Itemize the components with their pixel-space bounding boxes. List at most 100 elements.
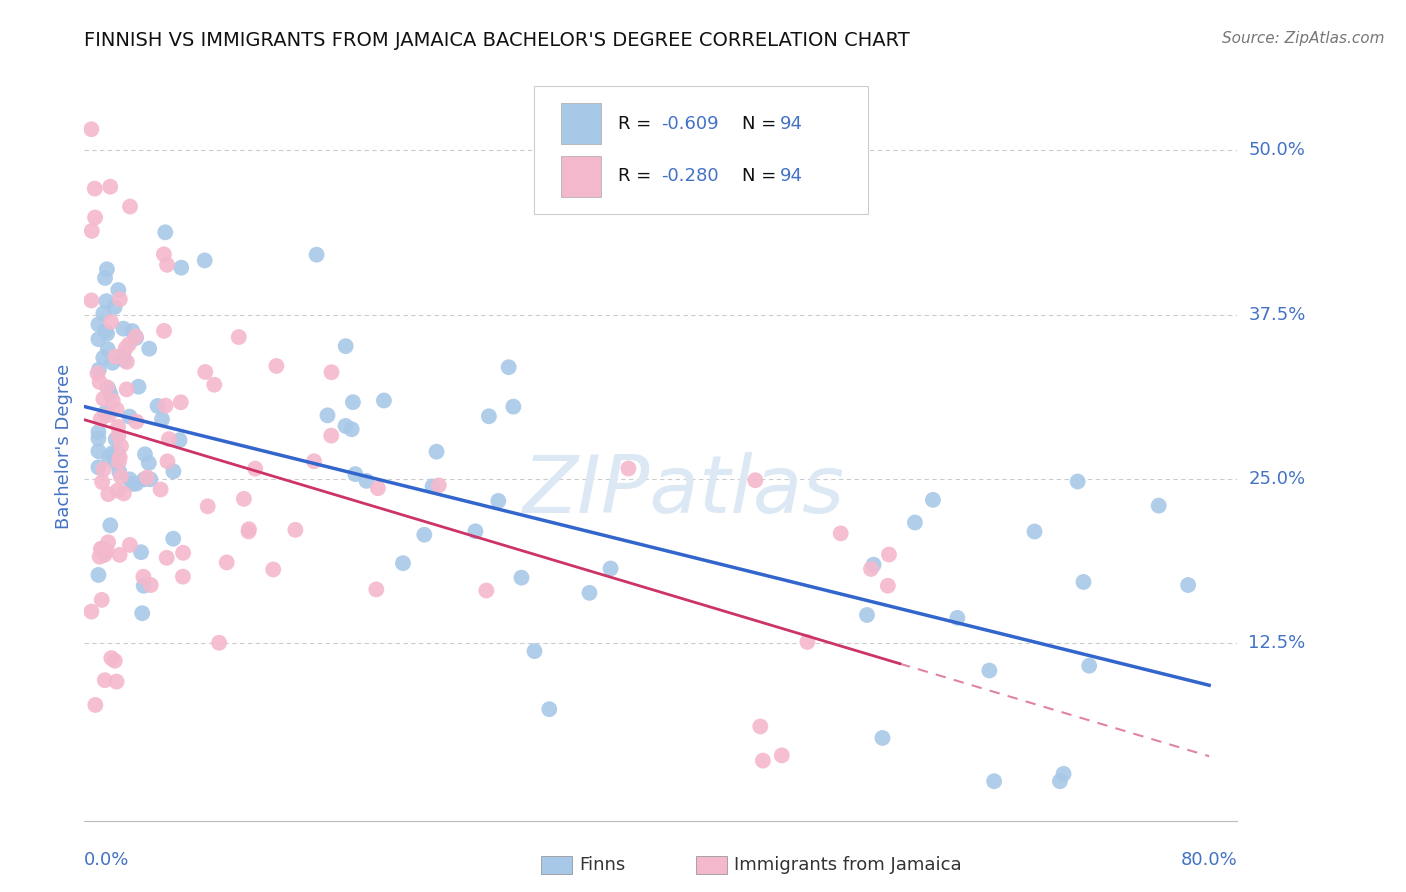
Point — [172, 569, 194, 583]
Point — [101, 446, 124, 460]
Point — [115, 383, 138, 397]
Text: 94: 94 — [779, 115, 803, 133]
Point — [155, 225, 177, 239]
Point — [84, 698, 107, 712]
Point — [87, 444, 110, 458]
Point — [413, 527, 436, 541]
Point — [744, 473, 766, 487]
Point — [94, 673, 117, 688]
Text: -0.280: -0.280 — [661, 168, 718, 186]
Point — [262, 562, 284, 576]
Point — [194, 253, 217, 268]
Bar — [561, 155, 600, 197]
Point — [125, 329, 148, 343]
Point — [150, 412, 173, 426]
Point — [118, 337, 141, 351]
Point — [96, 326, 118, 341]
Point — [510, 571, 533, 585]
Point — [156, 454, 179, 468]
Text: 0.0%: 0.0% — [84, 851, 129, 869]
Text: N =: N = — [741, 168, 782, 186]
Point — [101, 393, 124, 408]
Point — [91, 351, 114, 365]
Point — [197, 500, 219, 514]
Point — [922, 492, 945, 507]
Text: ZIPatlas: ZIPatlas — [523, 452, 845, 530]
Point — [132, 579, 155, 593]
Text: 37.5%: 37.5% — [1249, 306, 1306, 324]
Bar — [561, 103, 600, 145]
Point — [104, 455, 127, 469]
Point — [105, 402, 128, 417]
Point — [856, 607, 879, 622]
Point — [125, 415, 148, 429]
Point — [125, 331, 148, 345]
Point — [97, 408, 120, 422]
Point — [344, 467, 367, 482]
Point — [108, 455, 131, 469]
Point — [232, 491, 254, 506]
Point — [96, 380, 118, 394]
Point — [502, 400, 524, 414]
Point — [243, 461, 266, 475]
Point — [305, 248, 328, 262]
Point — [107, 428, 129, 442]
Point — [107, 445, 129, 459]
Point — [316, 409, 339, 423]
Point — [979, 664, 1001, 678]
Point — [108, 450, 131, 465]
Point — [91, 392, 114, 406]
Text: Immigrants from Jamaica: Immigrants from Jamaica — [734, 856, 962, 874]
Point — [97, 487, 120, 501]
Text: Finns: Finns — [579, 856, 626, 874]
Text: R =: R = — [619, 168, 657, 186]
Point — [94, 271, 117, 285]
Point — [87, 363, 110, 377]
Point — [93, 462, 115, 476]
Point — [578, 586, 600, 600]
Point — [128, 379, 150, 393]
Point — [80, 122, 103, 136]
Point — [302, 454, 325, 468]
Point — [87, 318, 110, 332]
Point — [1078, 658, 1101, 673]
Point — [284, 523, 307, 537]
Point — [157, 432, 180, 446]
Point — [80, 224, 103, 238]
Point — [139, 578, 162, 592]
Point — [90, 593, 112, 607]
Point — [208, 636, 231, 650]
Point — [194, 365, 217, 379]
Point — [321, 428, 343, 442]
Point — [93, 548, 115, 562]
Point — [1177, 578, 1199, 592]
Point — [904, 516, 927, 530]
Point — [153, 247, 176, 261]
Point — [342, 395, 364, 409]
Point — [96, 294, 118, 309]
Point — [422, 479, 444, 493]
Point — [129, 545, 152, 559]
Point — [427, 478, 450, 492]
Point — [153, 324, 176, 338]
Point — [156, 550, 179, 565]
Point — [475, 583, 498, 598]
Text: -0.609: -0.609 — [661, 115, 718, 133]
Point — [425, 444, 447, 458]
Point — [104, 350, 127, 364]
Point — [87, 568, 110, 582]
Point — [478, 409, 501, 424]
Point — [749, 719, 772, 733]
Point — [94, 405, 117, 419]
Point — [107, 483, 129, 498]
Point — [89, 549, 111, 564]
Text: 94: 94 — [779, 168, 803, 186]
Point — [155, 399, 177, 413]
Point — [112, 486, 135, 500]
Point — [87, 425, 110, 439]
Point — [862, 558, 884, 572]
Point — [1073, 574, 1095, 589]
Point — [146, 399, 169, 413]
Point — [162, 532, 184, 546]
Point — [87, 332, 110, 346]
